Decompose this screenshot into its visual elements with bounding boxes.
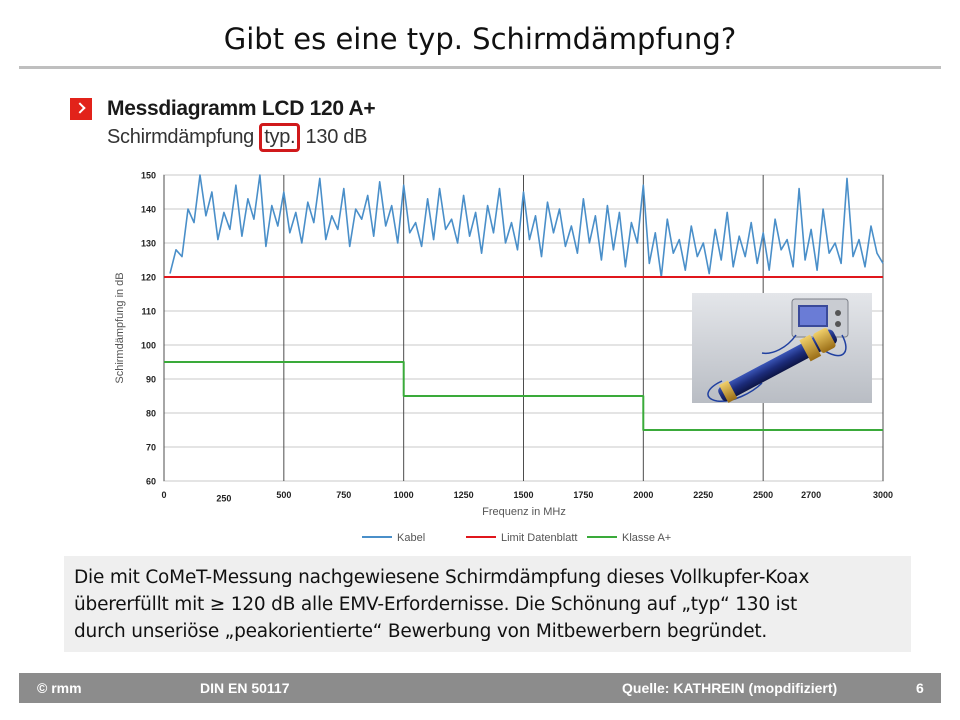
- x-axis-label: Frequenz in MHz: [482, 506, 566, 518]
- x-tick-label: 1750: [573, 490, 593, 500]
- y-tick-label: 150: [141, 171, 156, 181]
- figure-title: Messdiagramm LCD 120 A+: [107, 97, 376, 120]
- y-tick-label: 140: [141, 205, 156, 215]
- x-tick-label: 0: [161, 490, 166, 500]
- shielding-chart: 0 250 500 750 1000 1250 1500 1750 2000 2250 2500 27…: [114, 171, 893, 545]
- y-tick-label: 130: [141, 239, 156, 249]
- note-line-2: übererfüllt mit ≥ 120 dB alle EMV-Erford…: [74, 594, 798, 615]
- footer-copyright: © rmm: [37, 680, 82, 696]
- y-tick-label: 100: [141, 341, 156, 351]
- typ-highlight: typ.: [259, 123, 301, 152]
- footer-standard: DIN EN 50117: [200, 680, 290, 696]
- subtitle-suffix: 130 dB: [300, 126, 368, 148]
- footer-bar: © rmm DIN EN 50117 Quelle: KATHREIN (mop…: [19, 673, 941, 703]
- figure-subtitle: Schirmdämpfung typ. 130 dB: [107, 123, 368, 152]
- x-tick-label: 2000: [633, 490, 653, 500]
- note-line-3: durch unseriöse „peakorientierte“ Bewerb…: [74, 621, 768, 642]
- series-kabel: [169, 174, 884, 278]
- y-axis-label: Schirmdämpfung in dB: [114, 272, 126, 383]
- x-tick-label: 3000: [873, 490, 893, 500]
- x-tick-label: 1500: [513, 490, 533, 500]
- chart-series: [164, 174, 884, 431]
- y-tick-labels: 150 140 130 120 110 100 90 80 70 60: [141, 171, 156, 487]
- x-tick-label: 500: [276, 490, 291, 500]
- figure-marker-icon: [70, 98, 92, 120]
- footer-page-number: 6: [916, 680, 924, 696]
- footer-source: Quelle: KATHREIN (mopdifiziert): [622, 680, 838, 696]
- y-tick-label: 80: [146, 409, 156, 419]
- x-tick-label: 1000: [394, 490, 414, 500]
- x-tick-label: 2250: [693, 490, 713, 500]
- x-tick-label: 1250: [454, 490, 474, 500]
- legend-label: Kabel: [397, 532, 425, 544]
- x-tick-labels: 0 250 500 750 1000 1250 1500 1750 2000 2250 2500 27…: [161, 490, 893, 503]
- note-box: Die mit CoMeT-Messung nachgewiesene Schi…: [64, 556, 911, 652]
- y-tick-label: 70: [146, 443, 156, 453]
- subtitle-prefix: Schirmdämpfung: [107, 126, 260, 148]
- x-tick-label: 250: [216, 493, 231, 503]
- legend-label: Limit Datenblatt: [501, 532, 577, 544]
- x-tick-label: 2700: [801, 490, 821, 500]
- legend-label: Klasse A+: [622, 532, 671, 544]
- y-tick-label: 90: [146, 375, 156, 385]
- y-tick-label: 110: [141, 307, 156, 317]
- y-tick-label: 120: [141, 273, 156, 283]
- x-tick-label: 750: [336, 490, 351, 500]
- series-klasse-a-: [164, 361, 883, 431]
- note-line-1: Die mit CoMeT-Messung nachgewiesene Schi…: [74, 567, 810, 588]
- y-tick-label: 60: [146, 477, 156, 487]
- slide-title: Gibt es eine typ. Schirmdämpfung?: [223, 22, 737, 56]
- title-divider: [19, 66, 941, 69]
- chart-legend: Kabel Limit Datenblatt Klasse A+: [362, 532, 671, 544]
- x-tick-label: 2500: [753, 490, 773, 500]
- measurement-setup-photo: [692, 293, 872, 403]
